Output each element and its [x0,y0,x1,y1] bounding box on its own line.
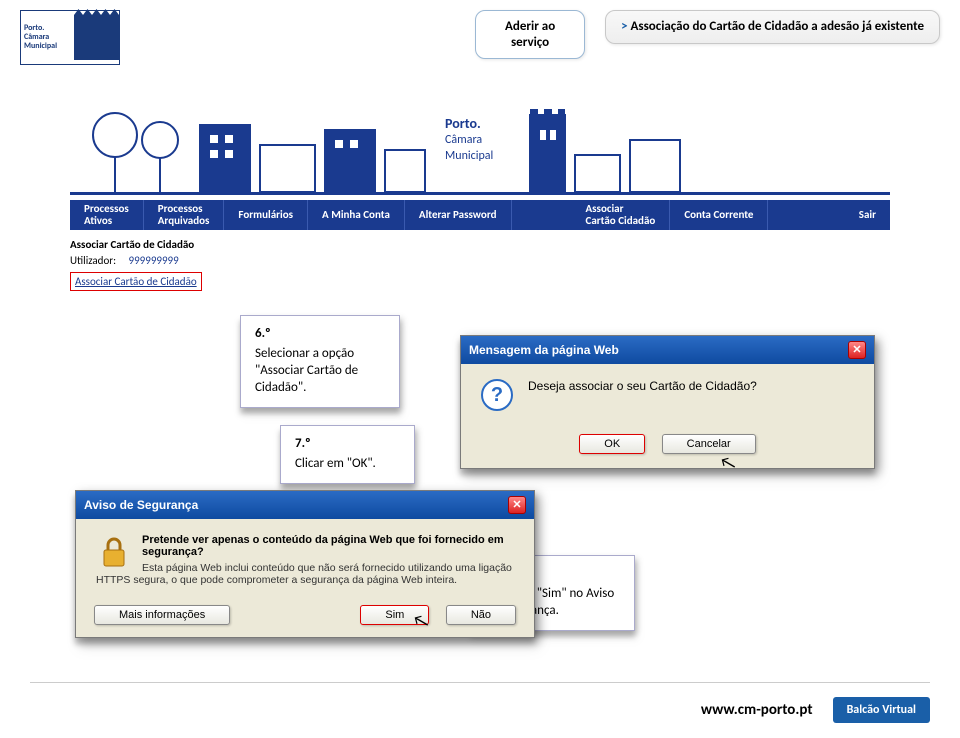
sidebar-link-associar[interactable]: Associar Cartão de Cidadão [70,272,202,291]
balcao-virtual-badge: Balcão Virtual [833,697,930,723]
nav-associar-cartao[interactable]: AssociarCartão Cidadão [572,200,671,230]
dialog-aviso-titlebar: Aviso de Segurança ✕ [76,491,534,519]
dialog-mensagem-titlebar: Mensagem da página Web ✕ [461,336,874,364]
user-value: 999999999 [129,254,179,267]
nav-processos-ativos[interactable]: ProcessosAtivos [70,200,144,230]
mais-informacoes-button[interactable]: Mais informações [94,605,230,625]
callout-6-num: 6.º [255,326,385,343]
callout-7-text: Clicar em "OK". [295,456,400,473]
sidebar-user-row: Utilizador: 999999999 [70,254,235,267]
question-icon: ? [481,379,513,411]
main-navbar: ProcessosAtivos ProcessosArquivados Form… [70,200,890,230]
breadcrumb-text: Associação do Cartão de Cidadão a adesão… [631,19,924,34]
portal-brand: Porto. CâmaraMunicipal [445,115,493,164]
callout-6-text: Selecionar a opção "Associar Cartão de C… [255,346,385,397]
dialog-aviso-body: Pretende ver apenas o conteúdo da página… [76,519,534,601]
footer-divider [30,682,930,683]
lock-icon [96,534,132,570]
nav-sair[interactable]: Sair [845,200,890,230]
dialog-aviso-buttons: Mais informações Sim Não [76,601,534,637]
breadcrumb-bubble: > Associação do Cartão de Cidadão a ades… [605,10,940,44]
nav-processos-arquivados[interactable]: ProcessosArquivados [144,200,225,230]
nav-conta-corrente[interactable]: Conta Corrente [670,200,768,230]
dialog-mensagem-text: Deseja associar o seu Cartão de Cidadão? [528,379,757,393]
portal-banner: Porto. CâmaraMunicipal [70,100,890,195]
dialog-aviso-body-text: Esta página Web inclui conteúdo que não … [96,562,514,586]
close-icon[interactable]: ✕ [848,341,866,359]
brand-bold: Porto. [445,115,493,133]
callout-step-6: 6.º Selecionar a opção "Associar Cartão … [240,315,400,408]
callout-7-num: 7.º [295,436,400,453]
nao-button[interactable]: Não [446,605,516,625]
castle-icon [74,15,119,60]
chevron-icon: > [621,19,630,34]
user-label: Utilizador: [70,254,116,267]
step-label: Aderir ao serviço [505,19,555,50]
callout-step-7: 7.º Clicar em "OK". [280,425,415,484]
dialog-aviso-question: Pretende ver apenas o conteúdo da página… [96,534,514,558]
content-area: Associar Cartão de Cidadão Utilizador: 9… [70,238,890,291]
nav-alterar-password[interactable]: Alterar Password [405,200,512,230]
porto-logo-top: Porto.CâmaraMunicipal [20,10,120,65]
dialog-mensagem-body: ? Deseja associar o seu Cartão de Cidadã… [461,364,874,426]
ok-button[interactable]: OK [579,434,645,454]
brand-sub: CâmaraMunicipal [445,133,493,164]
step-bubble: Aderir ao serviço [475,10,585,59]
footer-url: www.cm-porto.pt [701,701,813,719]
sidebar: Associar Cartão de Cidadão Utilizador: 9… [70,238,235,291]
cancelar-button[interactable]: Cancelar [662,434,756,454]
sidebar-title: Associar Cartão de Cidadão [70,238,235,251]
dialog-mensagem-title: Mensagem da página Web [469,343,619,357]
close-icon[interactable]: ✕ [508,496,526,514]
dialog-mensagem-buttons: OK Cancelar [461,426,874,468]
nav-formularios[interactable]: Formulários [224,200,308,230]
dialog-aviso: Aviso de Segurança ✕ Pretende ver apenas… [75,490,535,638]
dialog-aviso-title: Aviso de Segurança [84,498,198,512]
page-footer: www.cm-porto.pt Balcão Virtual [701,697,930,723]
nav-minha-conta[interactable]: A Minha Conta [308,200,405,230]
page-header: Porto.CâmaraMunicipal Aderir ao serviço … [0,0,960,80]
logo-text: Porto.CâmaraMunicipal [21,21,60,53]
dialog-mensagem: Mensagem da página Web ✕ ? Deseja associ… [460,335,875,469]
